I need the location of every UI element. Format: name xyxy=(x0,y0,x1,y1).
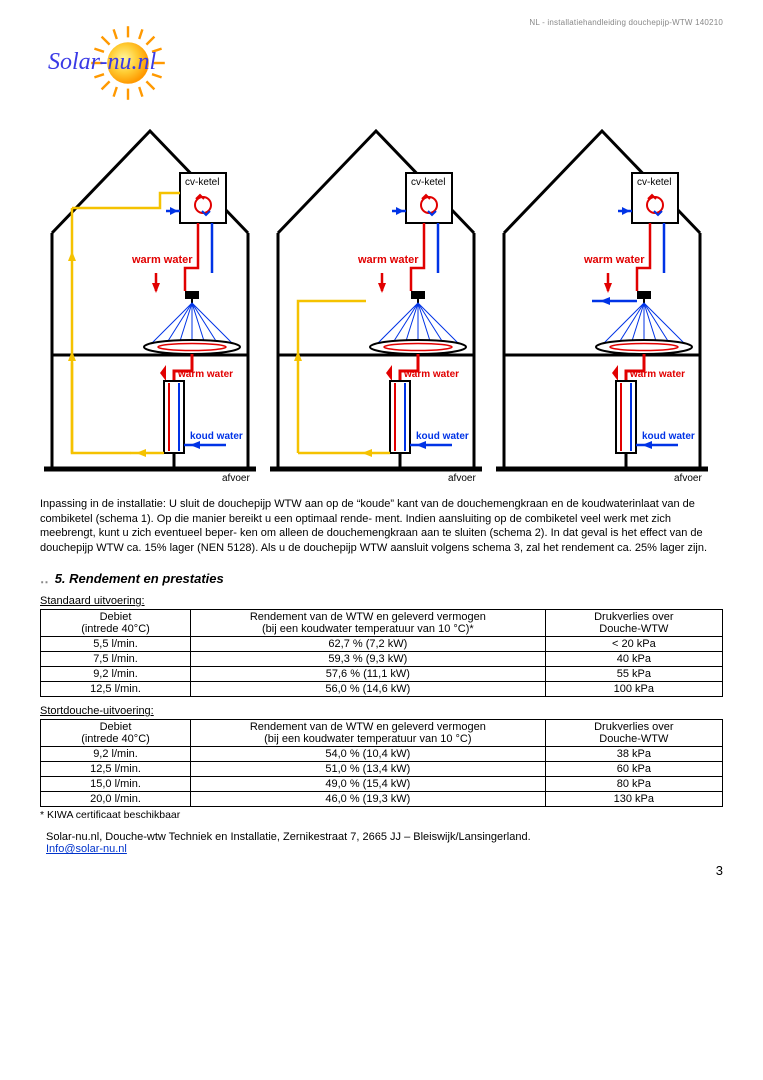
table-cell: 20,0 l/min. xyxy=(41,792,191,807)
table1-h3: Drukverlies overDouche-WTW xyxy=(545,610,722,637)
table-cell: 55 kPa xyxy=(545,667,722,682)
table-cell: 54,0 % (10,4 kW) xyxy=(191,747,546,762)
table-cell: 46,0 % (19,3 kW) xyxy=(191,792,546,807)
table2-label: Stortdouche-uitvoering: xyxy=(40,705,723,717)
table-cell: 9,2 l/min. xyxy=(41,667,191,682)
table-cell: 7,5 l/min. xyxy=(41,652,191,667)
table1-h2: Rendement van de WTW en geleverd vermoge… xyxy=(191,610,546,637)
table-cell: 5,5 l/min. xyxy=(41,637,191,652)
table-cell: 15,0 l/min. xyxy=(41,777,191,792)
table-cell: 12,5 l/min. xyxy=(41,762,191,777)
table-cell: 59,3 % (9,3 kW) xyxy=(191,652,546,667)
house-schema-1: afvoer cv-ketel warm water warm water ko… xyxy=(40,113,260,483)
svg-text:afvoer: afvoer xyxy=(674,473,702,483)
table1: Debiet(intrede 40°C) Rendement van de WT… xyxy=(40,609,723,697)
svg-text:warm water: warm water xyxy=(583,254,645,266)
logo: Solar-nu.nl xyxy=(40,21,723,107)
table2: Debiet(intrede 40°C) Rendement van de WT… xyxy=(40,719,723,807)
table2-body: 9,2 l/min.54,0 % (10,4 kW)38 kPa 12,5 l/m… xyxy=(41,747,723,807)
footnote: * KIWA certificaat beschikbaar xyxy=(40,809,723,821)
section-title: ‥5. Rendement en prestaties xyxy=(40,571,723,587)
table2-h2: Rendement van de WTW en geleverd vermoge… xyxy=(191,720,546,747)
table-cell: 80 kPa xyxy=(545,777,722,792)
table-cell: 51,0 % (13,4 kW) xyxy=(191,762,546,777)
svg-text:warm water: warm water xyxy=(357,254,419,266)
table-cell: 62,7 % (7,2 kW) xyxy=(191,637,546,652)
svg-text:warm water: warm water xyxy=(629,369,685,380)
table2-h3: Drukverlies overDouche-WTW xyxy=(545,720,722,747)
svg-text:warm water: warm water xyxy=(131,254,193,266)
svg-text:koud water: koud water xyxy=(416,431,469,442)
table1-h1: Debiet(intrede 40°C) xyxy=(41,610,191,637)
house-schema-2: afvoer cv-ketel warm water warm water ko… xyxy=(266,113,486,483)
svg-text:warm water: warm water xyxy=(403,369,459,380)
table-cell: 60 kPa xyxy=(545,762,722,777)
footer: Solar-nu.nl, Douche-wtw Techniek en Inst… xyxy=(46,831,723,855)
table-cell: 130 kPa xyxy=(545,792,722,807)
table-cell: 57,6 % (11,1 kW) xyxy=(191,667,546,682)
logo-text: Solar-nu.nl xyxy=(48,49,156,76)
diagram-row: afvoer cv-ketel warm water warm water ko… xyxy=(40,113,723,483)
table-cell: 100 kPa xyxy=(545,682,722,697)
svg-text:afvoer: afvoer xyxy=(222,473,250,483)
table-cell: < 20 kPa xyxy=(545,637,722,652)
svg-text:koud water: koud water xyxy=(190,431,243,442)
svg-text:warm water: warm water xyxy=(177,369,233,380)
table-cell: 9,2 l/min. xyxy=(41,747,191,762)
table-cell: 40 kPa xyxy=(545,652,722,667)
svg-text:cv-ketel: cv-ketel xyxy=(637,177,671,188)
table-cell: 12,5 l/min. xyxy=(41,682,191,697)
house-schema-3: afvoer cv-ketel warm water warm water ko… xyxy=(492,113,712,483)
svg-text:koud water: koud water xyxy=(642,431,695,442)
table1-label: Standaard uitvoering: xyxy=(40,595,723,607)
page-number: 3 xyxy=(40,863,723,878)
svg-text:cv-ketel: cv-ketel xyxy=(185,177,219,188)
svg-text:afvoer: afvoer xyxy=(448,473,476,483)
table-cell: 38 kPa xyxy=(545,747,722,762)
table2-h1: Debiet(intrede 40°C) xyxy=(41,720,191,747)
table-cell: 56,0 % (14,6 kW) xyxy=(191,682,546,697)
table-cell: 49,0 % (15,4 kW) xyxy=(191,777,546,792)
table1-body: 5,5 l/min.62,7 % (7,2 kW)< 20 kPa 7,5 l/m… xyxy=(41,637,723,697)
footer-email-link[interactable]: Info@solar-nu.nl xyxy=(46,843,127,855)
svg-text:cv-ketel: cv-ketel xyxy=(411,177,445,188)
body-paragraph: Inpassing in de installatie: U sluit de … xyxy=(40,497,723,555)
